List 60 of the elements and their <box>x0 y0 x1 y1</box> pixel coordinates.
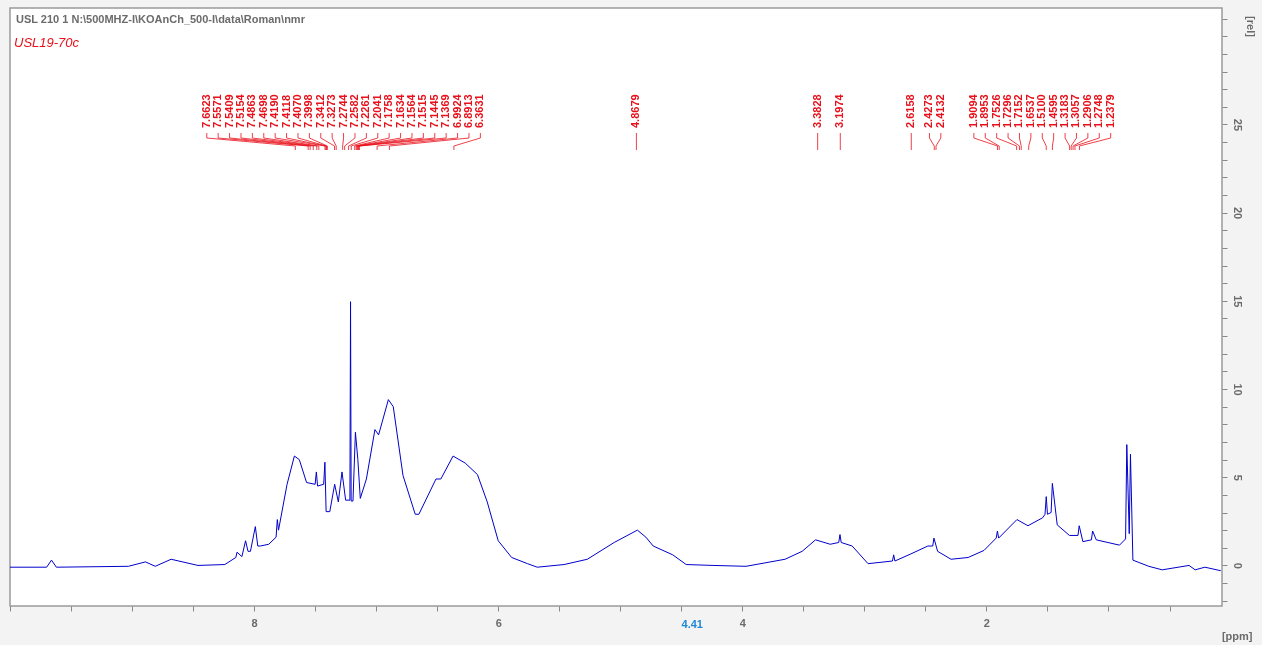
annotation: 1.6537 <box>1023 94 1036 128</box>
y-tick-label: 10 <box>1231 383 1244 396</box>
annotation: 7.2261 <box>359 94 372 128</box>
text: 4.41 <box>681 618 703 630</box>
annotation: 7.4698 <box>256 94 269 128</box>
y-axis-title: [rel] <box>1244 16 1257 38</box>
annotation: 1.3057 <box>1069 94 1082 128</box>
annotation: 6.9924 <box>450 93 463 128</box>
annotation: 1.8953 <box>978 94 991 128</box>
text: USL19-70c <box>14 35 80 50</box>
annotation: 7.4190 <box>268 94 281 128</box>
annotation: 1.2379 <box>1103 94 1116 128</box>
annotation: 7.2041 <box>370 94 383 128</box>
annotation: 7.1634 <box>393 93 406 128</box>
x-axis-title: [ppm] <box>1221 629 1253 642</box>
annotation: 7.3273 <box>325 94 338 128</box>
annotation: 1.5100 <box>1035 94 1048 128</box>
x-tick-label: 6 <box>495 616 502 629</box>
annotation: 7.1369 <box>439 94 452 128</box>
annotation: 7.3998 <box>302 94 315 128</box>
line-series <box>9 301 1222 572</box>
annotation: 1.2748 <box>1092 94 1105 128</box>
annotation: 1.2906 <box>1080 94 1093 128</box>
annotation: 3.1974 <box>833 93 846 128</box>
annotation: 6.3631 <box>473 94 486 128</box>
y-tick-label: 5 <box>1231 474 1244 481</box>
annotation: 7.4118 <box>279 94 292 128</box>
annotation: 7.6623 <box>199 94 212 128</box>
y-tick-label: 0 <box>1231 562 1244 569</box>
annotation: 7.4070 <box>290 94 303 128</box>
annotation: 7.5154 <box>233 93 246 128</box>
annotation: 7.1758 <box>382 94 395 128</box>
annotation: 1.3183 <box>1058 94 1071 128</box>
annotation: 1.7526 <box>989 94 1002 128</box>
x-tick-label: 2 <box>983 616 990 629</box>
annotation: 7.5571 <box>211 94 224 128</box>
annotation: 7.1564 <box>404 93 417 128</box>
annotation: 1.4595 <box>1046 94 1059 128</box>
annotation: 3.3828 <box>810 94 823 128</box>
annotation: 7.3412 <box>313 94 326 128</box>
annotation: 7.5409 <box>222 94 235 128</box>
annotation: 6.8913 <box>461 94 474 128</box>
y-tick-label: 25 <box>1231 118 1244 132</box>
annotation: 2.4132 <box>933 94 946 128</box>
x-tick-label: 8 <box>251 616 258 629</box>
annotation: 1.7152 <box>1012 94 1025 128</box>
annotation: 7.2744 <box>336 93 349 128</box>
annotation: 7.1515 <box>416 94 429 128</box>
y-tick-label: 15 <box>1231 295 1244 308</box>
annotation: 1.9094 <box>966 93 979 128</box>
annotation: 4.8679 <box>629 94 642 128</box>
annotation: 1.7296 <box>1001 94 1014 128</box>
annotation: 2.4273 <box>922 94 935 128</box>
annotation: 7.1445 <box>427 94 440 128</box>
annotation: 7.2582 <box>347 94 360 128</box>
annotation: 2.6158 <box>904 94 917 128</box>
y-tick-label: 20 <box>1231 207 1244 220</box>
x-tick-label: 4 <box>739 616 747 629</box>
annotation: 7.4863 <box>245 94 258 128</box>
chart-title: USL 210 1 N:\500MHZ-I\KOAnCh_500-I\data\Roman\nmr <box>16 13 306 25</box>
